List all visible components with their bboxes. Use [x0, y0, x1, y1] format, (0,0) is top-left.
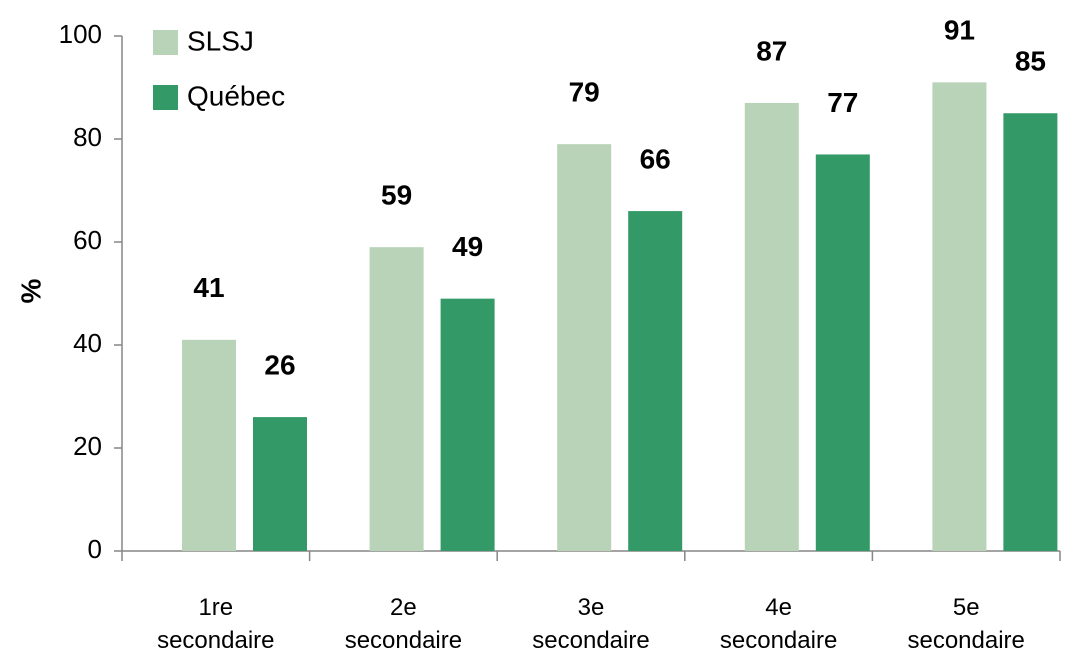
- y-tick-label: 100: [59, 19, 102, 49]
- y-tick-label: 60: [73, 225, 102, 255]
- bar: [1003, 113, 1058, 551]
- y-tick-label: 20: [73, 431, 102, 461]
- value-label: 79: [569, 77, 600, 108]
- value-label: 26: [264, 349, 295, 380]
- bar: [628, 211, 683, 551]
- bar: [557, 144, 612, 551]
- value-label: 66: [640, 143, 671, 174]
- y-tick-label: 40: [73, 328, 102, 358]
- value-label: 41: [193, 272, 224, 303]
- bar: [932, 82, 987, 551]
- bar: [369, 247, 424, 551]
- y-axis-title: %: [15, 278, 46, 303]
- legend-label: SLSJ: [187, 25, 254, 56]
- x-tick-label: 4e secondaire: [720, 594, 837, 654]
- legend-swatch: [153, 85, 178, 110]
- value-label: 59: [381, 180, 412, 211]
- x-tick-label: 2e secondaire: [345, 594, 462, 654]
- x-tick-label: 3e secondaire: [532, 594, 649, 654]
- bar: [815, 154, 870, 551]
- value-label: 85: [1015, 46, 1046, 77]
- bar: [253, 417, 307, 551]
- value-label: 87: [756, 35, 787, 66]
- y-tick-label: 80: [73, 122, 102, 152]
- x-tick-label: 1re secondaire: [157, 594, 274, 654]
- bar: [182, 339, 236, 551]
- bar: [440, 298, 495, 551]
- x-tick-label: 5e secondaire: [907, 594, 1024, 654]
- legend-label: Québec: [187, 80, 285, 111]
- value-label: 77: [827, 87, 858, 118]
- bar: [744, 102, 799, 551]
- value-label: 91: [944, 15, 975, 46]
- y-tick-label: 0: [88, 534, 102, 564]
- value-label: 49: [452, 231, 483, 262]
- legend-swatch: [153, 30, 178, 55]
